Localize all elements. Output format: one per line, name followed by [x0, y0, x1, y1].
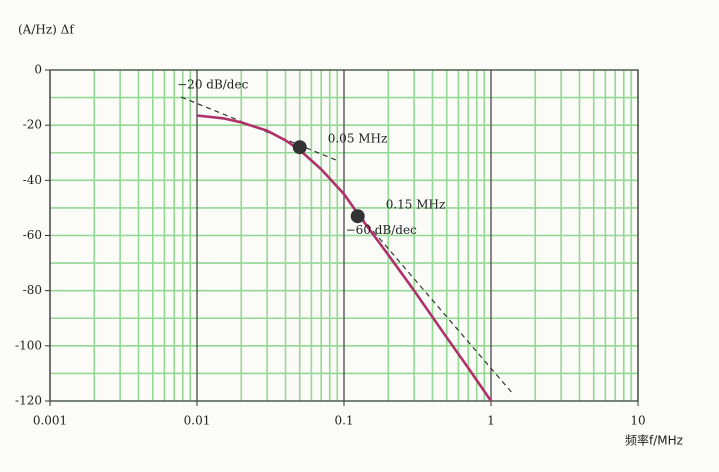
y-tick-label: -120: [15, 394, 42, 408]
x-axis-label: 频率f/MHz: [625, 433, 683, 448]
x-tick-label: 1: [487, 414, 495, 428]
y-tick-label: -40: [23, 173, 42, 187]
x-tick-label: 0.001: [33, 414, 67, 428]
point-label: 0.15 MHz: [386, 198, 446, 212]
y-axis-label: (A/Hz) Δf: [18, 23, 75, 37]
y-tick-label: -100: [15, 338, 42, 352]
point-label: 0.05 MHz: [328, 132, 388, 146]
asymptote-label: −20 dB/dec: [177, 78, 248, 92]
plot-frame: [49, 69, 639, 402]
point: [292, 140, 307, 155]
asymptote: [355, 210, 515, 396]
curve: [196, 114, 493, 402]
y-tick-label: -80: [23, 283, 42, 297]
x-tick-label: 0.1: [334, 414, 353, 428]
asymptote-label: −60 dB/dec: [346, 223, 417, 237]
x-tick-label: 10: [630, 414, 645, 428]
x-tick-label: 0.01: [184, 414, 211, 428]
y-tick-label: 0: [34, 63, 42, 77]
point: [350, 209, 365, 224]
y-tick-label: -20: [23, 118, 42, 132]
y-tick-label: -60: [23, 228, 42, 242]
